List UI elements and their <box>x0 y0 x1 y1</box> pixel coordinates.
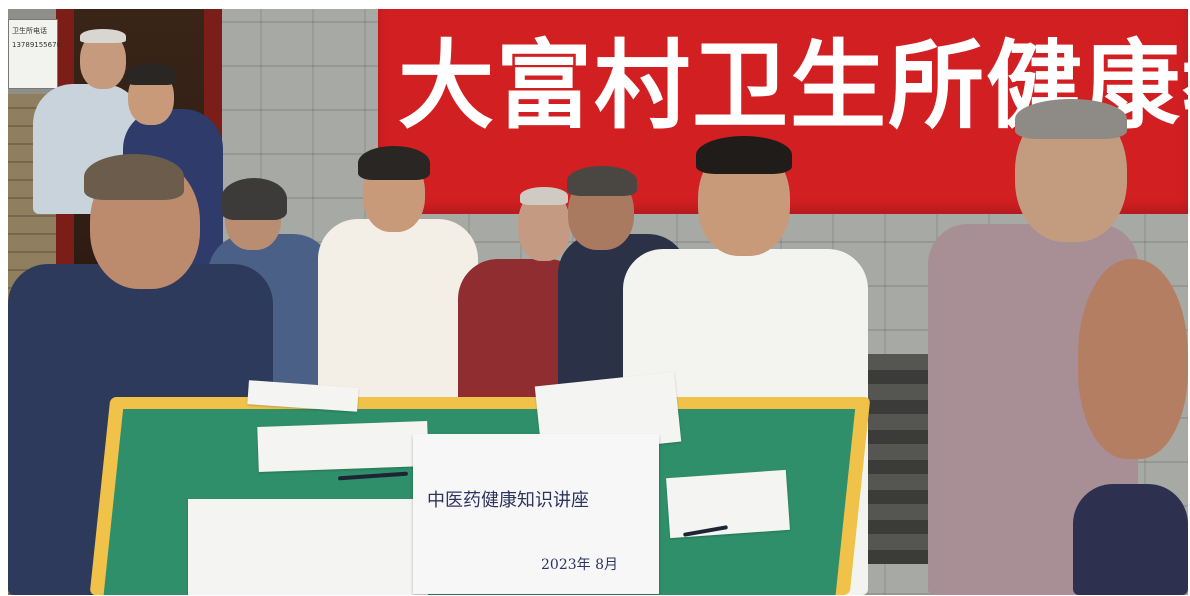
person-bald-man-right <box>1068 254 1188 595</box>
wall-sign: 卫生所电话 13789155670 <box>8 19 61 89</box>
wall-sign-line2: 13789155670 <box>12 41 61 49</box>
paper-sheet-right <box>666 469 790 539</box>
table-sign: 中医药健康知识讲座 2023年 8月 <box>413 434 659 594</box>
photo: 卫生所电话 13789155670 大富村卫生所健康教育知识 <box>8 9 1188 595</box>
person-polka-dot-shirt <box>308 134 483 414</box>
paper-sheet-left <box>257 421 429 472</box>
table-sign-date: 2023年 8月 <box>541 557 618 573</box>
table-sign-title: 中医药健康知识讲座 <box>427 490 589 511</box>
paper-sheet-front <box>188 499 428 595</box>
wall-sign-line1: 卫生所电话 <box>12 27 47 35</box>
